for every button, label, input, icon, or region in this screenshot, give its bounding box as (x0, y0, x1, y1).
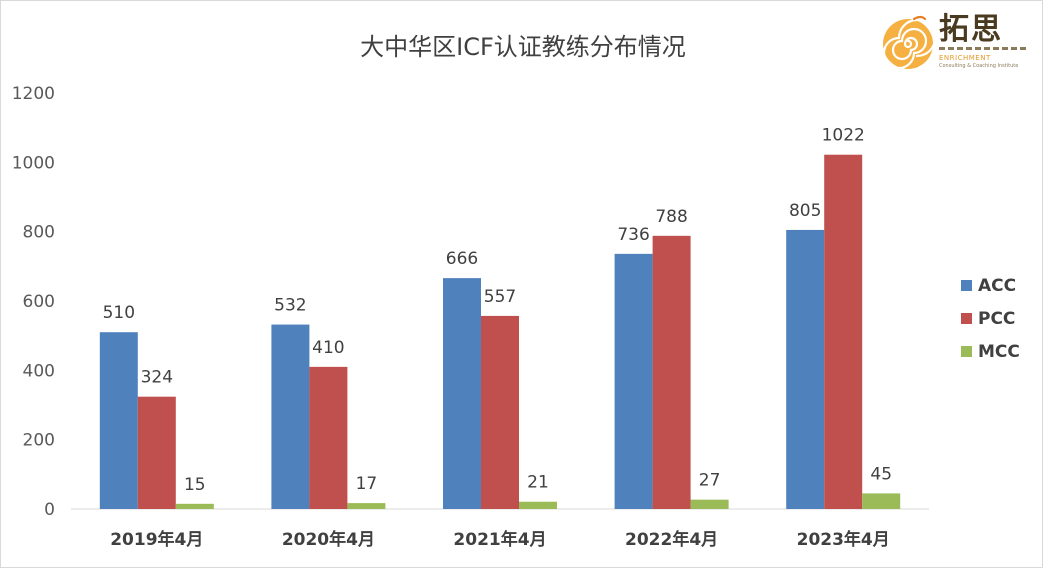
data-label: 805 (789, 201, 821, 221)
bars-layer (99, 154, 901, 509)
y-tick-label: 600 (23, 292, 55, 312)
logo-chinese-text: 拓思 (939, 12, 1003, 47)
chart-title: 大中华区ICF认证教练分布情况 (360, 33, 686, 61)
legend-swatch-mcc (961, 346, 972, 357)
y-tick-label: 400 (23, 361, 55, 381)
data-label: 510 (103, 303, 135, 323)
legend-item-acc: ACC (961, 269, 1020, 302)
y-tick-label: 0 (44, 500, 55, 520)
data-label: 27 (699, 471, 721, 491)
data-label: 410 (312, 338, 344, 358)
legend-item-pcc: PCC (961, 302, 1020, 335)
data-label: 324 (141, 368, 173, 388)
legend-label-mcc: MCC (978, 341, 1020, 362)
bar-acc (443, 278, 481, 509)
chart-legend: ACC PCC MCC (961, 269, 1020, 368)
bar-pcc (309, 366, 348, 509)
bar-pcc (652, 235, 691, 509)
bar-mcc (347, 503, 386, 509)
bar-mcc (862, 493, 901, 509)
data-label: 1022 (822, 126, 865, 146)
data-labels-layer: 510 324 15 532 410 17 666 557 21 736 788 27 805 1022 4… (103, 126, 892, 495)
data-label: 45 (870, 464, 892, 484)
bar-acc (614, 253, 653, 509)
bar-acc (99, 332, 138, 509)
legend-item-mcc: MCC (961, 335, 1020, 368)
data-label: 557 (484, 287, 516, 307)
data-label: 15 (184, 475, 206, 495)
axis-layer: 0 200 400 600 800 1000 1200 2019年4月 2020年4月 2021年… (12, 84, 929, 550)
y-tick-label: 1200 (12, 84, 55, 104)
x-tick-label: 2022年4月 (625, 529, 718, 550)
legend-label-pcc: PCC (978, 308, 1016, 329)
logo-divider (939, 47, 1029, 50)
data-label: 21 (527, 473, 549, 493)
y-tick-label: 1000 (12, 153, 55, 173)
bar-acc (786, 229, 825, 509)
data-label: 788 (655, 207, 687, 227)
x-tick-label: 2021年4月 (453, 529, 546, 550)
logo-english-text: ENRICHMENT (939, 54, 991, 62)
y-tick-label: 200 (23, 431, 55, 451)
bar-pcc (824, 154, 863, 509)
bar-mcc (175, 503, 214, 509)
data-label: 532 (274, 296, 306, 316)
brand-logo: 拓思 ENRICHMENT Consulting & Coaching Inst… (881, 11, 1031, 73)
spiral-logo-icon (882, 15, 935, 70)
bar-acc (271, 324, 310, 509)
x-tick-label: 2019年4月 (110, 529, 203, 550)
bar-pcc (137, 396, 176, 509)
legend-swatch-acc (961, 280, 972, 291)
legend-label-acc: ACC (978, 275, 1017, 296)
bar-pcc (481, 315, 519, 509)
y-tick-label: 800 (23, 223, 55, 243)
x-tick-label: 2020年4月 (282, 529, 375, 550)
bar-mcc (690, 499, 729, 509)
logo-tagline: Consulting & Coaching Institute (939, 63, 1019, 69)
bar-mcc (519, 501, 557, 509)
legend-swatch-pcc (961, 313, 972, 324)
data-label: 666 (446, 249, 478, 269)
x-tick-label: 2023年4月 (797, 529, 890, 550)
data-label: 17 (356, 474, 378, 494)
data-label: 736 (617, 225, 649, 245)
